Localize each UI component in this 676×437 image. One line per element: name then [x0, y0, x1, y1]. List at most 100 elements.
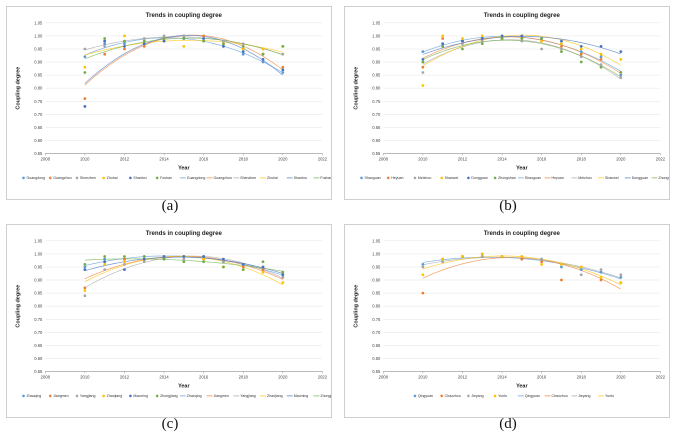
data-point-shantou — [142, 42, 146, 46]
data-point-zhongshan — [500, 37, 504, 40]
data-point-foshan — [281, 44, 285, 48]
y-tick-label: 0.85 — [372, 291, 381, 296]
data-point-foshan — [222, 42, 225, 46]
data-point-qingyuan — [579, 268, 583, 271]
data-point-zhongshan — [480, 42, 484, 46]
data-point-zhongjiang — [162, 257, 166, 261]
data-point-heyuan — [421, 65, 425, 69]
y-tick-label: 0.65 — [34, 125, 43, 130]
y-axis-label: Coupling degree — [16, 67, 22, 110]
legend-label: Shaoguan — [525, 176, 541, 180]
data-point-yunfu — [579, 265, 583, 269]
x-tick-label: 2016 — [537, 156, 547, 161]
data-point-shantou — [202, 37, 206, 40]
data-point-zhanjiang — [123, 260, 126, 264]
y-tick-label: 1.00 — [34, 251, 43, 256]
legend-label: Zhuhai — [107, 176, 118, 180]
x-tick-label: 2012 — [458, 374, 468, 379]
legend-label: Guangzhou — [53, 176, 71, 180]
data-point-maoming — [261, 265, 265, 269]
x-tick-label: 2020 — [278, 156, 288, 161]
data-point-zhanjiang — [261, 270, 265, 274]
data-point-dongguan — [599, 44, 603, 48]
data-point-shenzhen — [162, 34, 166, 38]
y-tick-label: 0.55 — [34, 369, 43, 374]
legend-label: Jieyang — [578, 394, 590, 398]
legend-label: Shanwei — [605, 176, 619, 180]
x-tick-label: 2012 — [458, 156, 468, 161]
data-point-foshan — [202, 39, 206, 43]
legend-marker — [102, 176, 105, 180]
data-point-foshan — [182, 37, 186, 40]
chart-panel-a: Trends in coupling degree 0.55 0.60 0.65 0.7… — [6, 6, 332, 200]
y-tick-label: 0.90 — [372, 60, 381, 65]
legend-label: Dongguan — [632, 176, 648, 180]
data-point-shantou — [123, 44, 126, 48]
x-tick-label: 2014 — [159, 374, 169, 379]
y-tick-label: 0.85 — [34, 73, 43, 78]
legend-label: Meizhou — [418, 176, 431, 180]
data-point-yunfu — [480, 252, 484, 256]
y-tick-label: 0.55 — [372, 369, 381, 374]
legend-label: Shanwei — [445, 176, 459, 180]
caption-c: (c) — [161, 416, 179, 432]
data-point-zhuhai — [241, 47, 245, 51]
data-point-heyuan — [579, 52, 583, 56]
data-point-meizhou — [619, 76, 623, 80]
x-tick-label: 2016 — [199, 156, 209, 161]
y-tick-label: 0.70 — [372, 330, 381, 335]
legend-marker — [129, 394, 132, 398]
data-point-shanwei — [619, 58, 623, 61]
data-point-zhanjiang — [83, 289, 87, 292]
y-tick-label: 0.75 — [372, 99, 381, 104]
data-point-dongguan — [421, 58, 425, 61]
data-point-zhongjiang — [103, 255, 107, 258]
y-tick-label: 0.75 — [34, 99, 43, 104]
data-point-guangdong — [83, 55, 87, 59]
data-point-yangjiang — [103, 268, 107, 271]
x-tick-label: 2016 — [537, 374, 547, 379]
data-point-shenzhen — [103, 44, 107, 48]
x-tick-label: 2014 — [159, 156, 169, 161]
x-tick-label: 2020 — [278, 374, 288, 379]
y-tick-label: 1.05 — [372, 20, 381, 25]
data-point-foshan — [261, 52, 265, 56]
data-point-foshan — [103, 37, 107, 40]
chart-a: Trends in coupling degree 0.55 0.60 0.65 0.7… — [16, 12, 331, 180]
legend-label: Jiangmen — [214, 394, 229, 398]
y-tick-label: 0.85 — [372, 73, 381, 78]
data-point-maoming — [142, 257, 146, 261]
data-point-yangjiang — [182, 257, 186, 261]
legend-marker — [102, 394, 105, 398]
chart-title: Trends in coupling degree — [484, 230, 561, 237]
data-point-zhanjiang — [281, 281, 285, 285]
x-tick-label: 2022 — [656, 374, 666, 379]
data-point-shenzhen — [142, 37, 146, 40]
y-tick-label: 0.60 — [372, 138, 381, 143]
data-point-yangjiang — [222, 260, 225, 264]
data-point-meizhou — [579, 55, 583, 59]
data-point-meizhou — [421, 71, 425, 74]
x-tick-label: 2010 — [418, 156, 428, 161]
data-point-yunfu — [520, 255, 524, 258]
data-point-foshan — [123, 39, 126, 43]
data-point-zhongshan — [599, 65, 603, 69]
data-point-chaozhou — [599, 278, 603, 282]
legend-marker — [48, 394, 52, 398]
legend-marker — [467, 394, 470, 398]
x-tick-label: 2022 — [318, 374, 328, 379]
legend-marker — [48, 176, 52, 180]
data-point-shantou — [261, 58, 265, 61]
legend-marker — [360, 176, 363, 180]
legend-label: Dongguan — [471, 176, 487, 180]
y-tick-label: 0.55 — [372, 151, 381, 156]
data-point-guangdong — [103, 42, 107, 46]
legend-label: Zhongjiang — [160, 394, 178, 398]
data-point-yangjiang — [123, 262, 126, 266]
legend-label: Jieyang — [471, 394, 483, 398]
data-point-meizhou — [480, 39, 484, 43]
y-tick-label: 0.85 — [34, 291, 43, 296]
y-tick-label: 0.70 — [372, 112, 381, 117]
data-point-jiangmen — [83, 286, 87, 290]
data-point-shanwei — [441, 34, 445, 38]
